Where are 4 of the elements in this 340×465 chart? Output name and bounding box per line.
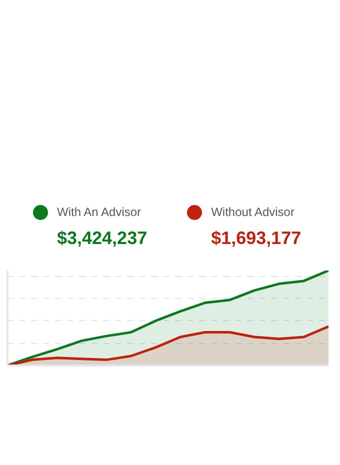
legend-label: Without Advisor (210, 205, 296, 220)
text: $3,424,237 (57, 228, 148, 250)
text: $1,693,177 (211, 228, 302, 250)
legend-label: With An Advisor (56, 205, 142, 220)
